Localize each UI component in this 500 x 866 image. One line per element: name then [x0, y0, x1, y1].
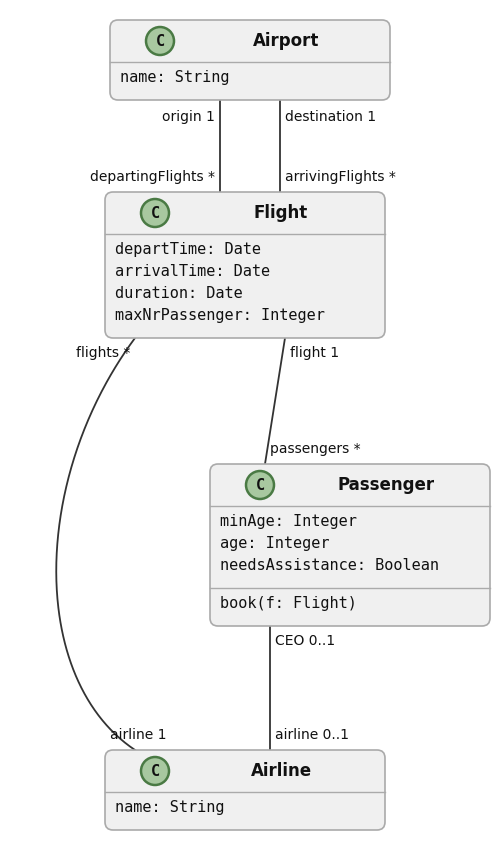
Text: origin 1: origin 1: [162, 110, 215, 124]
FancyBboxPatch shape: [105, 192, 385, 338]
Text: duration: Date: duration: Date: [115, 286, 243, 301]
Text: C: C: [156, 34, 164, 48]
Text: age: Integer: age: Integer: [220, 536, 330, 551]
Circle shape: [141, 199, 169, 227]
Text: passengers *: passengers *: [270, 442, 360, 456]
Text: Airport: Airport: [253, 32, 319, 50]
Text: book(f: Flight): book(f: Flight): [220, 596, 357, 611]
Text: needsAssistance: Boolean: needsAssistance: Boolean: [220, 558, 439, 573]
Text: airline 0..1: airline 0..1: [275, 728, 349, 742]
Text: Passenger: Passenger: [338, 476, 434, 494]
FancyBboxPatch shape: [110, 20, 390, 100]
FancyBboxPatch shape: [105, 750, 385, 830]
Text: airline 1: airline 1: [110, 728, 166, 742]
Text: arrivingFlights *: arrivingFlights *: [285, 170, 396, 184]
Text: maxNrPassenger: Integer: maxNrPassenger: Integer: [115, 308, 325, 323]
FancyBboxPatch shape: [210, 464, 490, 626]
Text: Flight: Flight: [254, 204, 308, 222]
Text: flight 1: flight 1: [290, 346, 339, 360]
Text: C: C: [150, 205, 160, 221]
Text: flights *: flights *: [76, 346, 130, 360]
Text: arrivalTime: Date: arrivalTime: Date: [115, 264, 270, 279]
Circle shape: [141, 757, 169, 785]
Text: name: String: name: String: [120, 70, 230, 85]
Circle shape: [146, 27, 174, 55]
Text: destination 1: destination 1: [285, 110, 376, 124]
Text: Airline: Airline: [250, 762, 312, 780]
Circle shape: [246, 471, 274, 499]
Text: C: C: [150, 764, 160, 779]
Text: departTime: Date: departTime: Date: [115, 242, 261, 257]
Text: name: String: name: String: [115, 800, 224, 815]
Text: departingFlights *: departingFlights *: [90, 170, 215, 184]
Text: C: C: [256, 477, 264, 493]
Text: minAge: Integer: minAge: Integer: [220, 514, 357, 529]
Text: CEO 0..1: CEO 0..1: [275, 634, 335, 648]
